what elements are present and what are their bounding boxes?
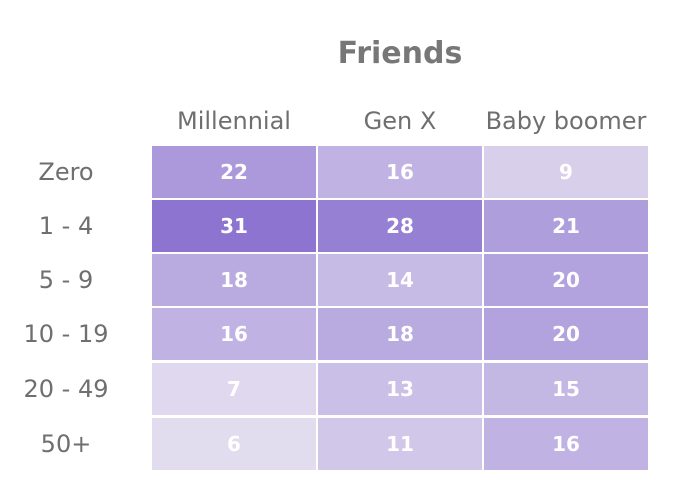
data-label-5-9-millennial: 18 xyxy=(220,268,248,292)
data-label-1-4-gen-x: 28 xyxy=(386,214,414,238)
column-labels: Millennial Gen X Baby boomer xyxy=(177,107,647,135)
row-label-5-9: 5 - 9 xyxy=(39,266,93,294)
data-label-1-4-millennial: 31 xyxy=(220,214,248,238)
data-label-zero-gen-x: 16 xyxy=(386,160,414,184)
column-label-baby-boomer: Baby boomer xyxy=(486,107,647,135)
row-label-zero: Zero xyxy=(38,158,93,186)
row-labels: Zero 1 - 4 5 - 9 10 - 19 20 - 49 50+ xyxy=(24,158,109,458)
column-label-millennial: Millennial xyxy=(177,107,291,135)
heatmap-cell-50plus-millennial xyxy=(152,418,316,470)
heatmap-cell-20-49-gen-x xyxy=(318,363,482,415)
heatmap-cell-zero-millennial xyxy=(152,146,316,198)
data-label-20-49-gen-x: 13 xyxy=(386,377,414,401)
heatmap-cell-10-19-millennial xyxy=(152,308,316,360)
row-label-20-49: 20 - 49 xyxy=(24,375,109,403)
heatmap-cell-zero-baby-boomer xyxy=(484,146,648,198)
heatmap-cell-20-49-baby-boomer xyxy=(484,363,648,415)
heatmap-cell-10-19-gen-x xyxy=(318,308,482,360)
heatmap-cell-20-49-millennial xyxy=(152,363,316,415)
heatmap-cell-1-4-millennial xyxy=(152,200,316,252)
heatmap-cell-zero-gen-x xyxy=(318,146,482,198)
data-label-5-9-baby-boomer: 20 xyxy=(552,268,580,292)
column-label-gen-x: Gen X xyxy=(364,107,437,135)
data-label-zero-millennial: 22 xyxy=(220,160,248,184)
data-label-20-49-baby-boomer: 15 xyxy=(552,377,580,401)
data-label-50plus-millennial: 6 xyxy=(227,432,241,456)
data-label-50plus-gen-x: 11 xyxy=(386,432,414,456)
data-label-5-9-gen-x: 14 xyxy=(386,268,414,292)
heatmap-cell-5-9-baby-boomer xyxy=(484,254,648,306)
data-label-10-19-gen-x: 18 xyxy=(386,322,414,346)
data-label-20-49-millennial: 7 xyxy=(227,377,241,401)
heatmap-cell-10-19-baby-boomer xyxy=(484,308,648,360)
data-label-50plus-baby-boomer: 16 xyxy=(552,432,580,456)
heatmap-cell-50plus-gen-x xyxy=(318,418,482,470)
heatmap-cell-1-4-gen-x xyxy=(318,200,482,252)
chart-title: Friends xyxy=(338,36,463,71)
row-label-1-4: 1 - 4 xyxy=(39,212,93,240)
heatmap-cell-5-9-millennial xyxy=(152,254,316,306)
data-label-zero-baby-boomer: 9 xyxy=(559,160,573,184)
data-label-1-4-baby-boomer: 21 xyxy=(552,214,580,238)
heatmap-cells: 22 16 9 31 28 21 18 14 20 16 18 20 7 13 15 6 11 16 xyxy=(152,146,648,470)
heatmap-cell-50plus-baby-boomer xyxy=(484,418,648,470)
row-label-10-19: 10 - 19 xyxy=(24,320,109,348)
row-label-50plus: 50+ xyxy=(41,430,92,458)
heatmap-cell-1-4-baby-boomer xyxy=(484,200,648,252)
heatmap-cell-5-9-gen-x xyxy=(318,254,482,306)
data-label-10-19-millennial: 16 xyxy=(220,322,248,346)
data-label-10-19-baby-boomer: 20 xyxy=(552,322,580,346)
